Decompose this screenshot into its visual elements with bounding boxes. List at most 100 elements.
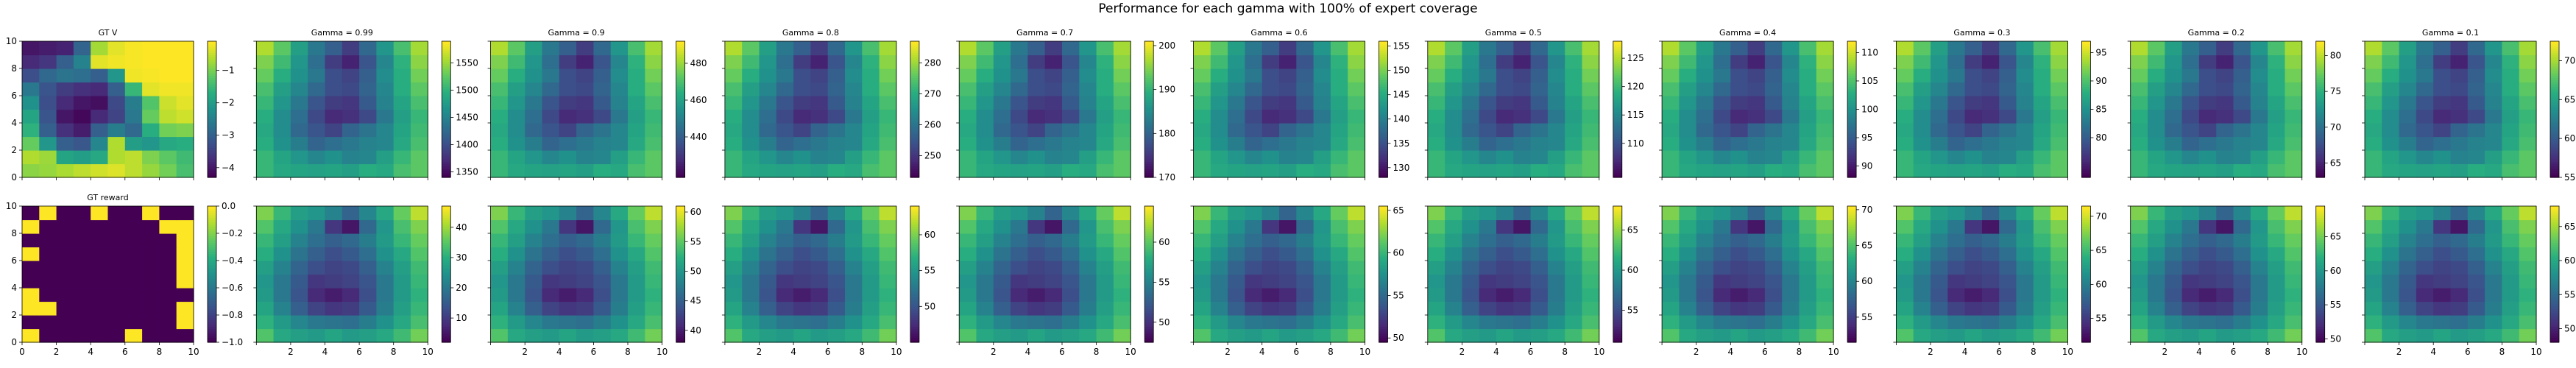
colorbar-segment	[676, 127, 685, 130]
heatmap-cell	[1964, 288, 1983, 302]
colorbar-segment	[2315, 59, 2325, 63]
colorbar-segment	[1613, 105, 1622, 108]
colorbar-segment	[208, 143, 216, 146]
colorbar-tick-label: 140	[1393, 114, 1410, 124]
heatmap-cell	[73, 288, 91, 302]
colorbar-segment	[1847, 157, 1857, 160]
heatmap-cell	[56, 163, 74, 178]
heatmap-cell	[1799, 301, 1817, 316]
colorbar-segment	[1379, 315, 1388, 318]
heatmap-cell	[1931, 82, 1948, 96]
colorbar-segment	[1144, 333, 1154, 336]
colorbar-segment	[442, 155, 451, 158]
heatmap-cell	[2016, 68, 2034, 83]
heatmap-cell	[1096, 96, 1114, 110]
heatmap-cell	[124, 150, 143, 165]
colorbar-segment	[2081, 93, 2091, 96]
colorbar-segment	[2315, 79, 2325, 83]
heatmap-cell	[107, 136, 126, 151]
heatmap-cell	[1582, 41, 1600, 56]
heatmap-cell	[1565, 274, 1583, 289]
colorbar-segment	[442, 224, 451, 227]
heatmap-cell	[1193, 301, 1211, 316]
colorbar-segment	[1847, 127, 1857, 130]
heatmap-cell	[1462, 163, 1480, 178]
heatmap-cell	[1947, 233, 1966, 248]
colorbar-segment	[2550, 77, 2559, 81]
colorbar-segment	[1847, 174, 1857, 178]
heatmap-cell	[993, 328, 1011, 343]
heatmap-cell	[124, 288, 143, 302]
heatmap-cell	[2450, 206, 2469, 221]
heatmap-cell	[827, 233, 846, 248]
heatmap-cell	[107, 41, 126, 56]
heatmap-cell	[959, 261, 977, 275]
heatmap-cell	[1113, 315, 1131, 330]
colorbar-segment	[2081, 100, 2091, 103]
colorbar-tick-label: 20	[456, 283, 467, 293]
colorbar-segment	[442, 213, 451, 216]
heatmap-cell	[273, 123, 291, 138]
colorbar-segment	[1613, 111, 1622, 115]
colorbar-segment	[910, 150, 919, 153]
colorbar-tick-label: 60	[924, 230, 935, 240]
heatmap-cell	[1462, 96, 1480, 110]
heatmap-cell	[1947, 301, 1966, 316]
colorbar-segment	[2081, 138, 2091, 142]
heatmap-cell	[91, 150, 109, 165]
colorbar-segment	[910, 290, 919, 293]
colorbar-segment	[1144, 161, 1154, 165]
heatmap-cell	[576, 136, 594, 151]
colorbar-segment	[1847, 100, 1857, 103]
heatmap-cell	[1296, 163, 1314, 178]
heatmap-cell	[1799, 136, 1817, 151]
colorbar-segment	[1144, 299, 1154, 302]
heatmap-cell	[2365, 206, 2382, 221]
heatmap-cell	[376, 82, 394, 96]
heatmap-cell	[142, 288, 160, 302]
colorbar-segment	[1144, 46, 1154, 49]
heatmap-cell	[628, 150, 645, 165]
x-tick-label: 2	[991, 347, 997, 357]
heatmap-cell	[2216, 233, 2234, 248]
heatmap-cell	[22, 96, 40, 110]
heatmap-cell	[308, 301, 326, 316]
heatmap-cell	[1445, 54, 1462, 69]
colorbar-segment	[208, 102, 216, 105]
heatmap-cell	[2467, 163, 2485, 178]
colorbar-segment	[2315, 130, 2325, 132]
colorbar-segment	[1379, 91, 1388, 94]
colorbar-segment	[2550, 127, 2559, 130]
colorbar-segment	[676, 278, 685, 282]
colorbar-segment	[676, 274, 685, 277]
colorbar-segment	[1379, 166, 1388, 169]
heatmap-cell	[645, 288, 663, 302]
heatmap-cell	[610, 219, 629, 234]
heatmap-cell	[776, 288, 794, 302]
heatmap-cell	[793, 150, 811, 165]
heatmap-cell	[2399, 109, 2417, 124]
heatmap-cell	[742, 163, 760, 178]
heatmap-cell	[593, 150, 612, 165]
heatmap-cell	[2250, 96, 2268, 110]
colorbar-frame	[2550, 40, 2560, 178]
heatmap-cell	[2130, 301, 2148, 316]
heatmap-cell	[2268, 150, 2285, 165]
heatmap-cell	[993, 96, 1011, 110]
heatmap-cell	[2399, 163, 2417, 178]
heatmap-cell	[1044, 261, 1063, 275]
heatmap-cell	[1679, 163, 1697, 178]
colorbar-segment	[910, 330, 919, 334]
heatmap-cell	[2268, 301, 2285, 316]
heatmap-cell	[1445, 150, 1462, 165]
colorbar-segment	[1144, 57, 1154, 60]
heatmap-cell	[879, 315, 897, 330]
heatmap-cell	[1679, 315, 1697, 330]
heatmap-cell	[1513, 301, 1532, 316]
colorbar-segment	[676, 88, 685, 92]
colorbar-segment	[442, 310, 451, 314]
heatmap-cell	[628, 109, 645, 124]
colorbar-segment	[2550, 247, 2559, 250]
x-tick-label: 2	[522, 347, 528, 357]
